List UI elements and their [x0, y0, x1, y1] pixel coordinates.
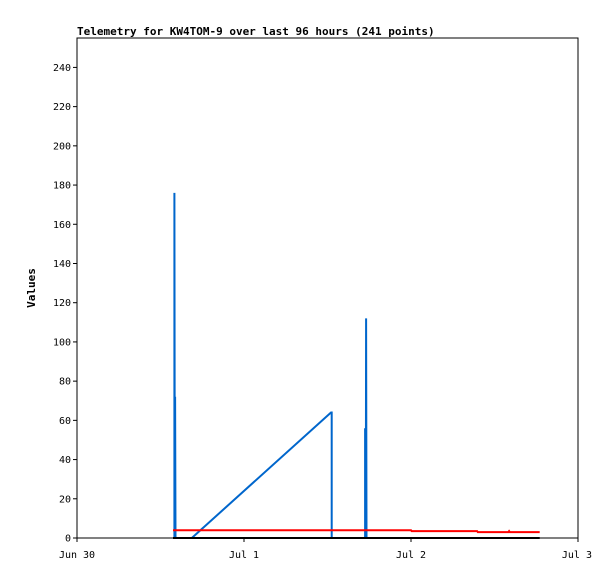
- y-tick-label: 60: [59, 416, 71, 427]
- y-tick-label: 140: [53, 259, 71, 270]
- y-tick-label: 160: [53, 220, 71, 231]
- y-axis-label: Values: [25, 268, 38, 308]
- series-line-1: [173, 529, 540, 534]
- y-tick-label: 20: [59, 494, 71, 505]
- y-tick-label: 220: [53, 102, 71, 113]
- y-tick-label: 240: [53, 63, 71, 74]
- y-tick-label: 40: [59, 455, 71, 466]
- x-tick-label: Jul 2: [396, 550, 426, 561]
- y-tick-label: 0: [65, 534, 71, 545]
- y-tick-label: 100: [53, 337, 71, 348]
- x-tick-label: Jul 3: [562, 550, 592, 561]
- y-tick-label: 80: [59, 377, 71, 388]
- x-tick-label: Jul 1: [229, 550, 259, 561]
- chart-title: Telemetry for KW4TOM-9 over last 96 hour…: [77, 25, 435, 38]
- series-line-0: [173, 192, 368, 539]
- y-tick-label: 200: [53, 141, 71, 152]
- x-axis: Jun 30 Jul 1 Jul 2 Jul 3: [59, 538, 592, 561]
- y-axis: 0 20 40 60 80 100 120 140 160 180 200 220 240: [53, 63, 77, 545]
- x-tick-label: Jun 30: [59, 550, 95, 561]
- series-layer: [173, 192, 540, 539]
- y-tick-label: 180: [53, 181, 71, 192]
- plot-area-frame: [76, 37, 579, 539]
- y-tick-label: 120: [53, 298, 71, 309]
